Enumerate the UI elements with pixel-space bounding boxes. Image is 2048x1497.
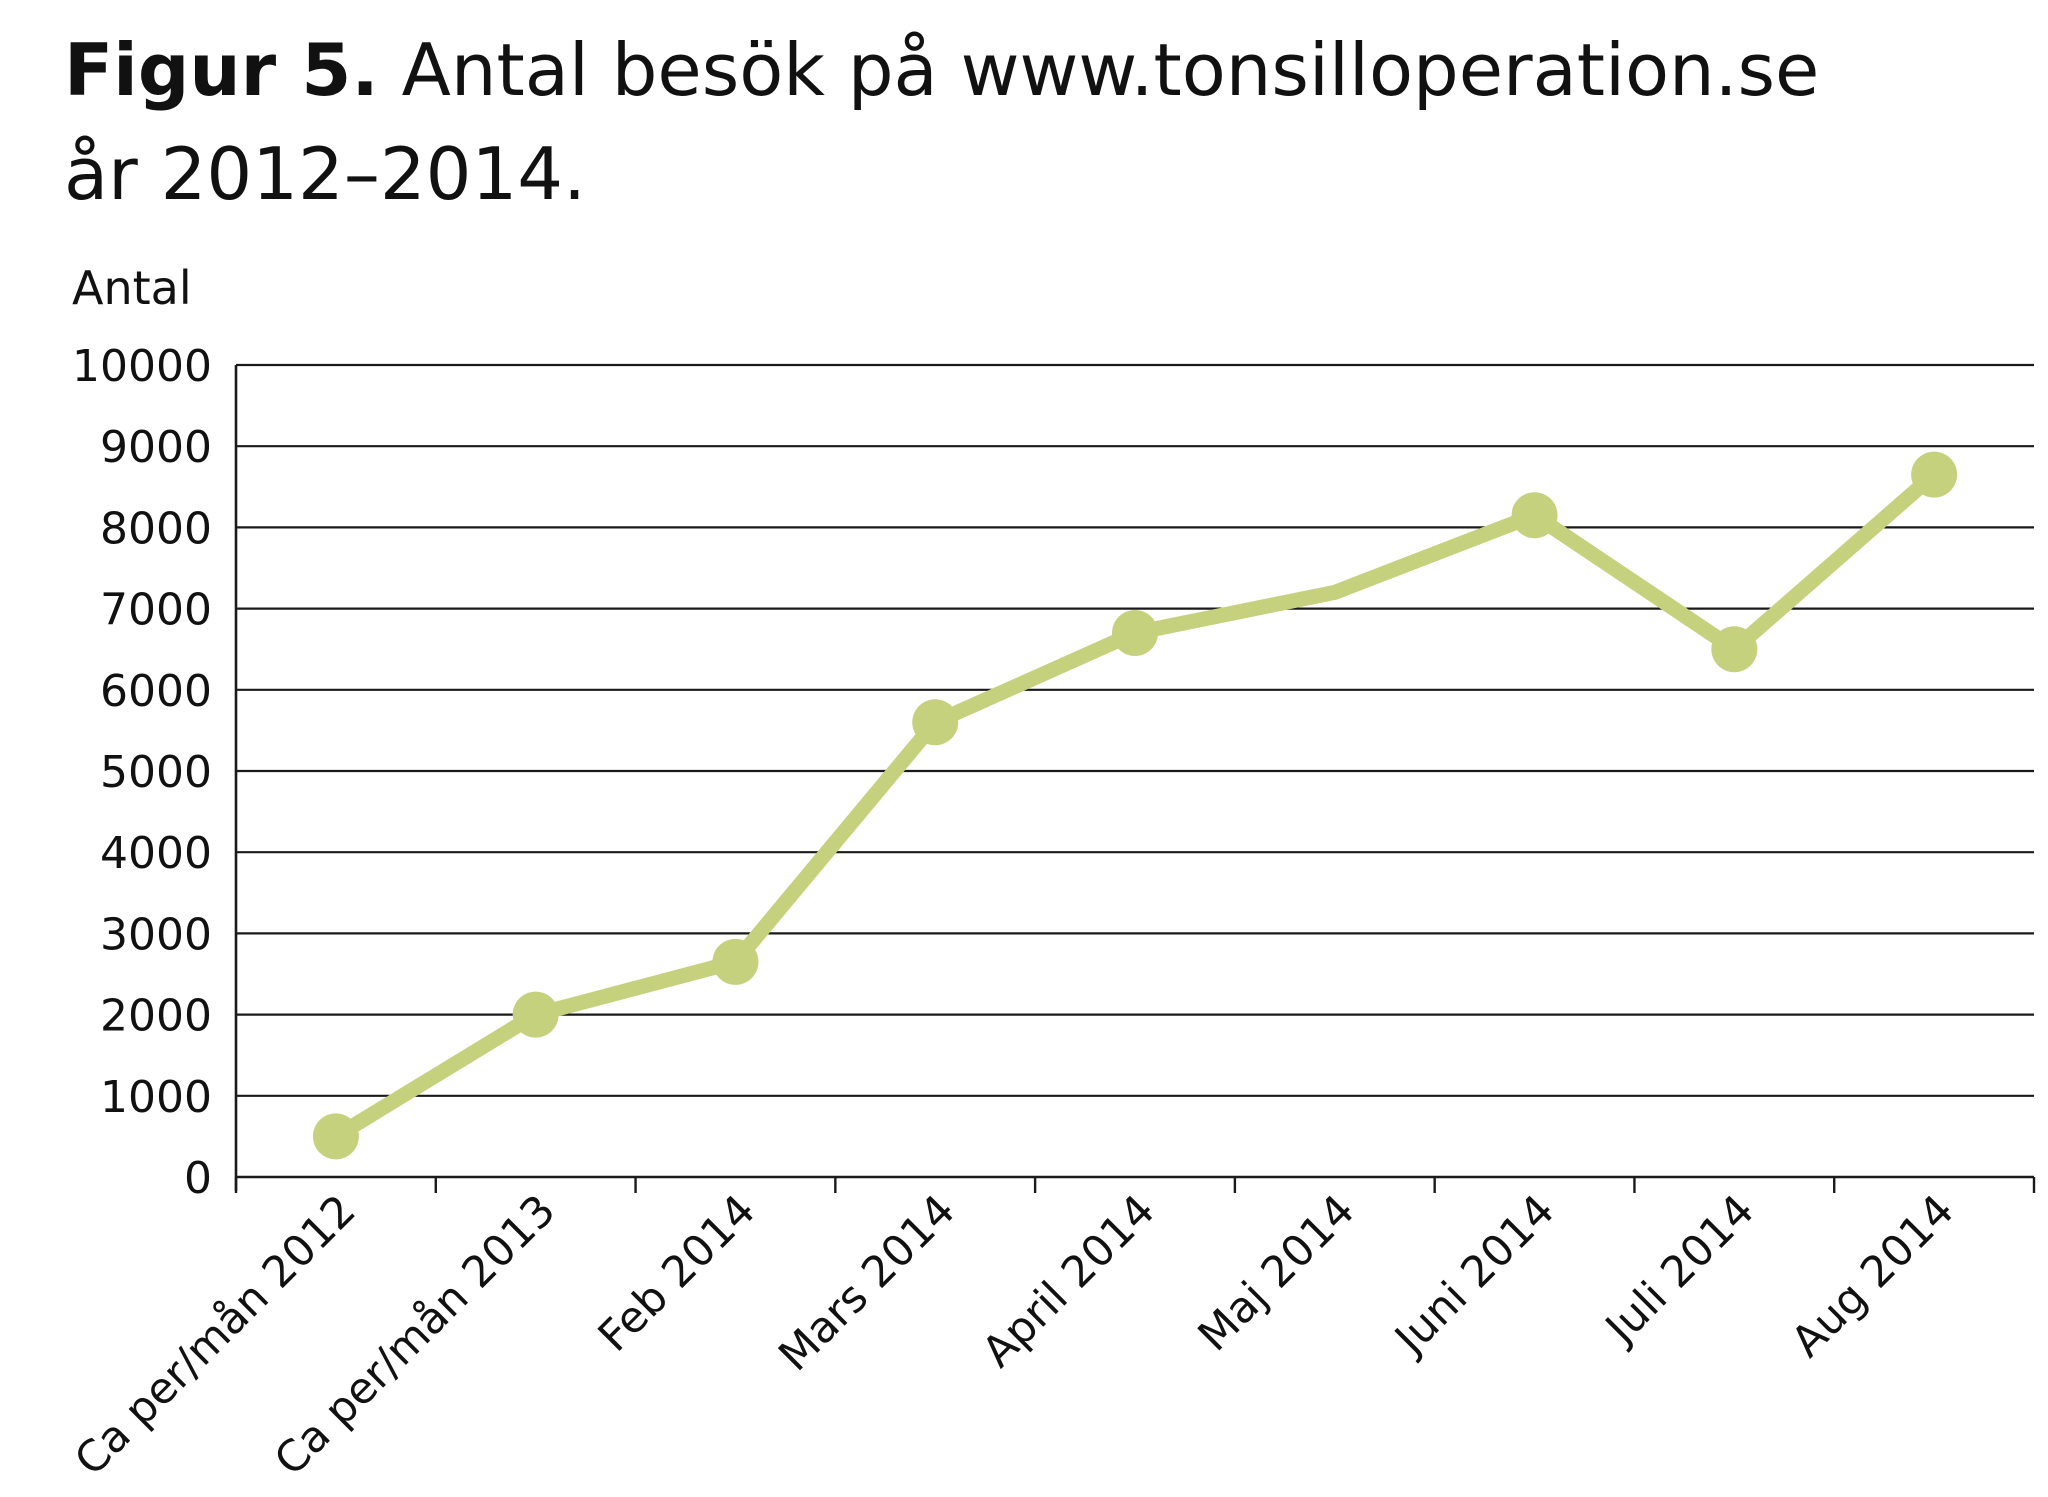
x-tick-label: Feb 2014 (589, 1185, 765, 1361)
data-point (1711, 626, 1758, 673)
data-point (512, 991, 559, 1038)
figure-title: Figur 5. Antal besök på www.tonsillopera… (64, 18, 1964, 226)
x-tick-label: Mars 2014 (769, 1185, 965, 1381)
y-tick-label: 9000 (100, 422, 212, 473)
x-tick-label: Juli 2014 (1594, 1185, 1764, 1355)
y-tick-label: 1000 (100, 1072, 212, 1123)
figure-title-line2: år 2012–2014. (64, 132, 586, 216)
y-tick-label: 6000 (100, 666, 212, 717)
y-tick-label: 4000 (100, 828, 212, 879)
data-point (912, 699, 959, 746)
figure-title-line1: Antal besök på www.tonsilloperation.se (401, 28, 1820, 112)
series (312, 451, 1958, 1160)
data-point (1112, 609, 1158, 656)
data-point (1511, 492, 1558, 539)
y-tick-label: 3000 (100, 909, 212, 960)
axes (234, 365, 2036, 1193)
y-tick-label: 8000 (100, 503, 212, 554)
y-tick-label: 7000 (100, 585, 212, 636)
y-tick-label: 2000 (100, 991, 212, 1042)
x-tick-label: Juni 2014 (1384, 1185, 1564, 1365)
series-line (328, 467, 1942, 1144)
x-tick-label: Aug 2014 (1782, 1185, 1964, 1367)
gridlines (236, 363, 2034, 1097)
y-axis-label: Antal (72, 261, 192, 315)
y-tick-labels: 0 1000 2000 3000 4000 5000 6000 7000 8000 9000 100… (72, 341, 212, 1204)
y-tick-label: 0 (184, 1153, 212, 1204)
figure-number: Figur 5. (64, 28, 379, 112)
data-point (312, 1113, 359, 1160)
x-tick-label: Maj 2014 (1189, 1185, 1365, 1361)
data-point (712, 938, 759, 985)
y-tick-label: 10000 (72, 341, 212, 392)
x-tick-label: April 2014 (973, 1185, 1165, 1377)
data-point (1911, 451, 1958, 498)
y-tick-label: 5000 (100, 747, 212, 798)
